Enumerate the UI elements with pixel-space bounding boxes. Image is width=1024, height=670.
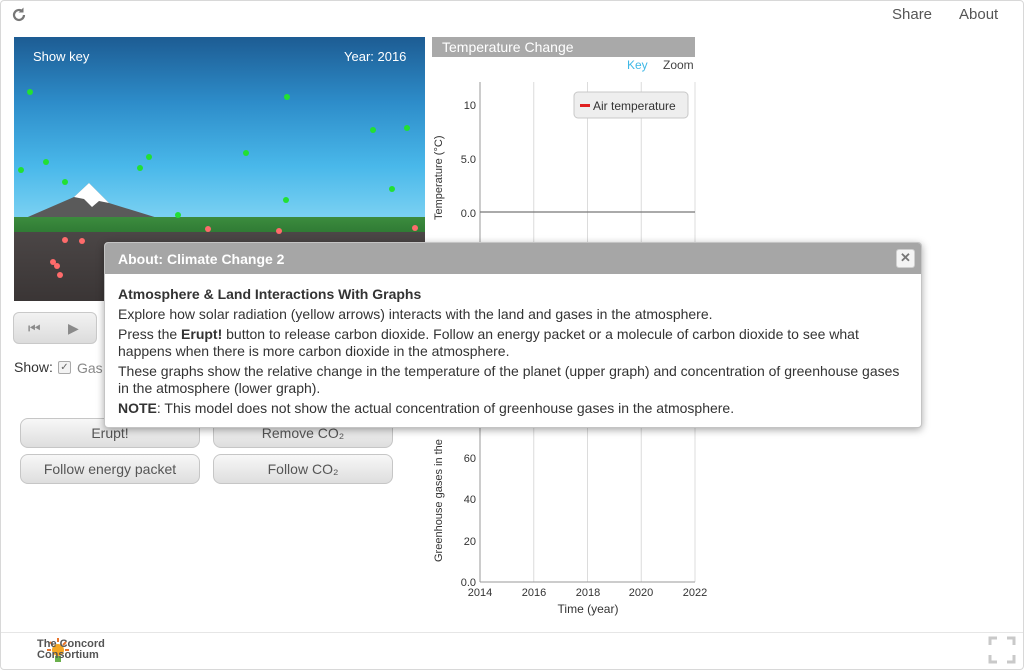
p2-text-rest: button to release carbon dioxide. Follow… [118,326,859,359]
share-link[interactable]: Share [892,6,933,23]
y-tick-label: 0.0 [461,577,476,589]
footer-divider [1,632,1023,633]
gas-molecule [137,165,143,171]
legend-air-temperature: Air temperature [593,99,676,113]
logo-line-1: The Concord [37,638,105,650]
x-tick-label: 2018 [576,587,600,599]
play-icon[interactable]: ▶ [68,320,79,336]
x-axis-label: Time (year) [558,602,619,616]
note-label: NOTE [118,400,157,416]
gas-molecule [43,159,49,165]
legend-swatch-air [580,104,590,107]
graph-zoom-link[interactable]: Zoom [663,58,694,72]
dialog-heading: Atmosphere & Land Interactions With Grap… [118,286,422,302]
gas-molecule [404,125,410,131]
about-link[interactable]: About [959,6,999,23]
p2-bold: Erupt! [181,326,223,342]
gas-molecule [18,167,24,173]
y-tick-label: 5.0 [461,154,476,166]
x-tick-label: 2022 [683,587,707,599]
dialog-paragraph-3: These graphs show the relative change in… [118,363,900,396]
y-tick-label: 10 [464,100,476,112]
y-tick-label: 20 [464,536,476,548]
about-dialog[interactable]: About: Climate Change 2 ✕ Atmosphere & L… [104,242,922,428]
gas-molecule [370,127,376,133]
dialog-body: Atmosphere & Land Interactions With Grap… [118,286,908,420]
co2-molecule [79,238,85,244]
p2-text: Press the [118,326,182,342]
gases-checkbox-label: Gas [77,360,103,376]
playback-controls: ⏮ ▶ [13,312,97,344]
dialog-paragraph-2: Press the Erupt! button to release carbo… [118,326,908,360]
graph-area[interactable]: 10 5.0 0.0 60 40 20 0.0 2014 2016 2018 2… [420,70,720,625]
gas-molecule [62,179,68,185]
graph-legend[interactable]: Air temperature [573,91,689,119]
concord-logo-icon[interactable] [8,636,108,666]
x-tick-label: 2014 [468,587,492,599]
follow-co2-button[interactable]: Follow CO₂ [213,454,393,484]
concord-logo-text: The Concord Consortium [37,639,105,661]
follow-energy-packet-button[interactable]: Follow energy packet [20,454,200,484]
gas-molecule [283,197,289,203]
upper-y-axis-label: Temperature (°C) [433,136,445,220]
co2-molecule [62,237,68,243]
grass [14,217,425,233]
note-text: : This model does not show the actual co… [156,400,735,416]
dialog-header: About: Climate Change 2 ✕ [105,243,921,274]
year-label: Year: 2016 [344,49,407,64]
gas-molecule [284,94,290,100]
close-icon[interactable]: ✕ [896,249,915,268]
gases-checkbox[interactable]: ✓ [58,361,71,374]
gas-molecule [175,212,181,218]
fullscreen-icon[interactable] [988,636,1016,664]
reset-icon[interactable]: ⏮ [28,320,41,336]
y-tick-label: 40 [464,494,476,506]
y-tick-label: 0.0 [461,208,476,220]
lower-y-axis-label: Greenhouse gases in the [433,439,445,562]
co2-molecule [57,272,63,278]
dialog-title: About: Climate Change 2 [118,251,285,267]
volcano [14,183,174,223]
show-label: Show: [14,359,53,375]
graph-key-link[interactable]: Key [627,58,648,72]
x-tick-label: 2020 [629,587,653,599]
co2-molecule [50,259,56,265]
dialog-paragraph-1: Explore how solar radiation (yellow arro… [118,306,713,322]
graph-title: Temperature Change [432,37,695,57]
co2-molecule [205,226,211,232]
reload-icon[interactable] [10,6,28,24]
gas-molecule [27,89,33,95]
y-tick-label: 60 [464,453,476,465]
co2-molecule [276,228,282,234]
x-tick-label: 2016 [522,587,546,599]
gas-molecule [146,154,152,160]
gas-molecule [243,150,249,156]
co2-molecule [54,263,60,269]
logo-line-2: Consortium [37,649,99,661]
gas-molecule [389,186,395,192]
show-key-link[interactable]: Show key [33,49,90,64]
co2-molecule [412,225,418,231]
dialog-paragraph-4: NOTE: This model does not show the actua… [118,400,908,417]
